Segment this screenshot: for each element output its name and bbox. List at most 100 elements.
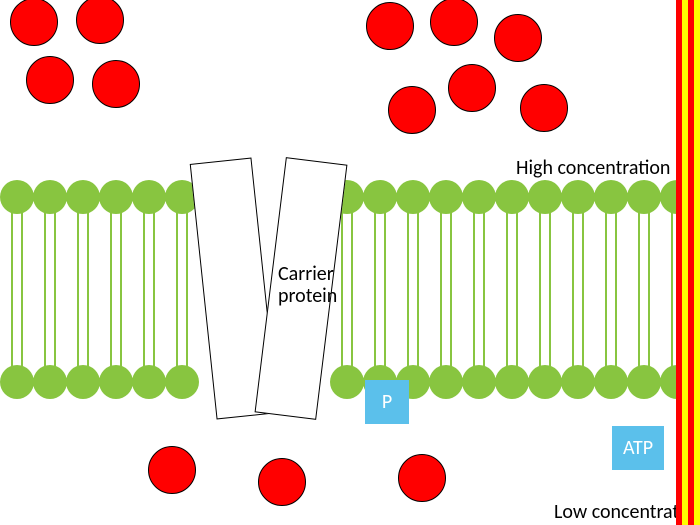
lipid-tail [153,212,155,292]
lipid-tail [539,212,541,292]
lipid-tail [440,287,442,367]
lipid-head-top [132,180,166,214]
lipid-head-top [99,180,133,214]
lipid-head-bottom [462,365,496,399]
lipid-tail [120,287,122,367]
lipid-tail [506,212,508,292]
lipid-head-bottom [132,365,166,399]
lipid-head-bottom [0,365,34,399]
lipid-head-bottom [561,365,595,399]
lipid-tail [341,212,343,292]
lipid-tail [407,287,409,367]
lipid-head-top [561,180,595,214]
lipid-tail [77,287,79,367]
lipid-tail [384,287,386,367]
lipid-head-top [429,180,463,214]
lipid-head-bottom [528,365,562,399]
lipid-tail [407,212,409,292]
lipid-tail [21,212,23,292]
molecule-top [448,64,496,112]
molecule-top [92,60,140,108]
lipid-tail [516,212,518,292]
lipid-tail [374,287,376,367]
lipid-tail [605,212,607,292]
molecule-bottom [258,458,306,506]
molecule-top [26,56,74,104]
side-stripe [694,0,700,525]
lipid-tail [11,212,13,292]
lipid-head-top [33,180,67,214]
lipid-tail [506,287,508,367]
lipid-tail [483,212,485,292]
lipid-tail [417,287,419,367]
lipid-head-top [66,180,100,214]
lipid-tail [582,212,584,292]
lipid-head-top [396,180,430,214]
carrier-protein-label: Carrier protein [278,263,337,307]
lipid-tail [450,287,452,367]
lipid-tail [54,287,56,367]
lipid-tail [374,212,376,292]
lipid-tail [54,212,56,292]
lipid-tail [176,287,178,367]
lipid-head-bottom [165,365,199,399]
lipid-tail [110,212,112,292]
lipid-tail [176,212,178,292]
lipid-head-top [0,180,34,214]
lipid-tail [87,287,89,367]
lipid-tail [572,287,574,367]
lipid-head-bottom [33,365,67,399]
lipid-tail [87,212,89,292]
molecule-top [388,86,436,134]
atp-box-label: ATP [623,436,653,460]
lipid-tail [516,287,518,367]
lipid-tail [110,287,112,367]
lipid-tail [120,212,122,292]
lipid-tail [341,287,343,367]
lipid-head-top [528,180,562,214]
lipid-tail [638,212,640,292]
lipid-head-bottom [594,365,628,399]
lipid-head-bottom [330,365,364,399]
lipid-tail [648,212,650,292]
lipid-tail [351,287,353,367]
lipid-tail [671,212,673,292]
molecule-top [494,14,542,62]
p-box-label: P [382,390,392,414]
lipid-tail [638,287,640,367]
lipid-tail [473,212,475,292]
lipid-tail [671,287,673,367]
molecule-top [366,2,414,50]
lipid-tail [186,212,188,292]
atp-box: ATP [612,426,664,470]
lipid-tail [44,287,46,367]
lipid-tail [351,212,353,292]
lipid-head-top [627,180,661,214]
molecule-top [520,84,568,132]
molecule-top [10,0,58,46]
lipid-tail [615,212,617,292]
lipid-tail [384,212,386,292]
lipid-head-bottom [495,365,529,399]
lipid-tail [549,212,551,292]
lipid-tail [615,287,617,367]
lipid-tail [440,212,442,292]
lipid-tail [450,212,452,292]
lipid-tail [582,287,584,367]
lipid-head-bottom [627,365,661,399]
lipid-tail [483,287,485,367]
lipid-tail [11,287,13,367]
lipid-tail [143,287,145,367]
lipid-tail [605,287,607,367]
lipid-tail [539,287,541,367]
molecule-top [76,0,124,44]
lipid-tail [186,287,188,367]
lipid-tail [473,287,475,367]
lipid-tail [153,287,155,367]
molecule-bottom [398,454,446,502]
diagram-stage: Carrier proteinPATPHigh concentrationLow… [0,0,700,525]
lipid-tail [143,212,145,292]
lipid-tail [21,287,23,367]
molecule-bottom [148,446,196,494]
lipid-head-top [363,180,397,214]
